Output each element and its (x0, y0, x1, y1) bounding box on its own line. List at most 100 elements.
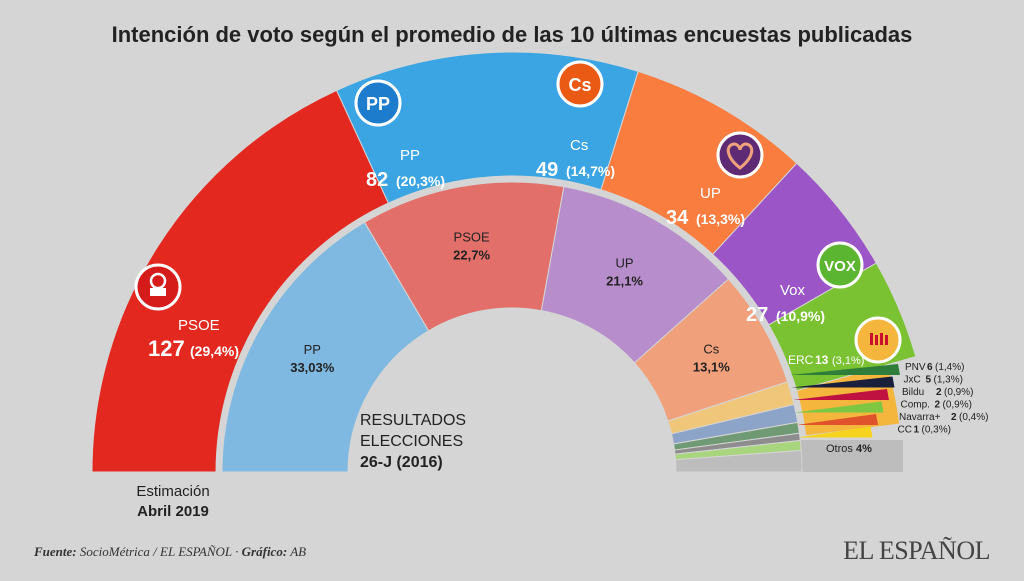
label-up-name: UP (700, 185, 721, 202)
label-cs-name: Cs (570, 137, 588, 154)
label-up-pct: (13,3%) (696, 211, 745, 227)
segment-psoe (91, 89, 390, 473)
up-logo-icon (716, 131, 764, 179)
brand-logo: EL ESPAÑOL (843, 536, 990, 565)
label-2016-pp-pct: 33,03% (290, 360, 335, 375)
label-comp-pct: (0,9%) (943, 400, 972, 411)
psoe-fist-icon (150, 288, 166, 296)
label-erc-name: ERC (788, 353, 814, 367)
vox-logo-icon: VOX (816, 241, 864, 289)
erc-bar-icon (880, 333, 883, 345)
label-psoe-name: PSOE (178, 317, 220, 334)
label-2016-up-pct: 21,1% (606, 273, 643, 288)
estimate-caption-line2: Abril 2019 (137, 503, 209, 520)
label-vox-pct: (10,9%) (776, 308, 825, 324)
label-2016-cs-name: Cs (703, 341, 719, 356)
footer-source-text: SocioMétrica / EL ESPAÑOL (79, 544, 232, 559)
label-jxc-seats: 5 (926, 375, 932, 386)
segment-cc (797, 426, 873, 438)
psoe-logo-icon (134, 263, 182, 311)
label-bildu-pct: (0,9%) (944, 387, 973, 398)
segment-comp (794, 401, 884, 413)
label-erc-seats: 13 (815, 353, 829, 367)
label-cs: Cs 49 (14,7%) (536, 137, 615, 181)
up-logo-icon-circle (716, 131, 764, 179)
label-comp-name: Comp. (901, 400, 930, 411)
label-cc-pct: (0,3%) (922, 425, 951, 436)
footer-separator: · (235, 544, 239, 559)
label-cc: CC 1 (0,3%) (898, 425, 951, 436)
label-psoe: PSOE 127 (29,4%) (148, 317, 239, 361)
estimate-caption-line1: Estimación (136, 483, 210, 500)
label-erc-pct: (3,1%) (832, 355, 864, 367)
label-jxc-name: JxC (904, 375, 921, 386)
footer-source-label: Fuente: (34, 544, 77, 559)
label-pnv-seats: 6 (927, 362, 933, 373)
label-2016-up: UP 21,1% (606, 255, 643, 288)
label-2016-pp: PP 33,03% (290, 342, 335, 375)
label-navarra-pct: (0,4%) (959, 412, 988, 423)
label-erc: ERC 13 (3,1%) (788, 353, 864, 367)
vox-logo-icon-circle (816, 241, 864, 289)
label-cc-name: CC (898, 425, 912, 436)
label-2016-psoe-name: PSOE (454, 230, 490, 245)
label-pnv: PNV 6 (1,4%) (905, 362, 964, 373)
label-psoe-seats: 127 (148, 336, 185, 361)
label-otros-pct: 4% (856, 443, 872, 455)
vox-logo-text: VOX (824, 258, 856, 275)
erc-bar-icon (885, 335, 888, 345)
segment-otros (795, 440, 903, 472)
label-vox-name: Vox (780, 282, 806, 299)
label-pnv-pct: (1,4%) (935, 362, 964, 373)
label-navarra-name: Navarra+ (899, 412, 941, 423)
label-psoe-pct: (29,4%) (190, 343, 239, 359)
erc-logo-icon (854, 316, 902, 364)
segment-2016-pp (221, 221, 430, 473)
label-pnv-name: PNV (905, 362, 926, 373)
segment-2016-otros (675, 449, 803, 473)
cs-logo-icon: Cs (556, 60, 604, 108)
segment-bildu (793, 389, 889, 400)
segment-jxc (791, 376, 895, 388)
cs-logo-text: Cs (568, 75, 591, 95)
erc-bar-icon (875, 335, 878, 345)
footer-graphic-text: AB (290, 544, 307, 559)
segment-pnv (790, 364, 900, 375)
label-2016-cs: Cs 13,1% (693, 341, 730, 374)
label-pp-pct: (20,3%) (396, 173, 445, 189)
label-bildu-seats: 2 (936, 387, 942, 398)
pp-logo-text: PP (366, 94, 390, 114)
label-bildu-name: Bildu (902, 387, 924, 398)
label-comp-seats: 2 (935, 400, 941, 411)
label-jxc-pct: (1,3%) (934, 375, 963, 386)
label-navarra: Navarra+ 2 (0,4%) (899, 412, 988, 423)
label-2016-cs-pct: 13,1% (693, 359, 730, 374)
segment-navarra (796, 414, 878, 425)
label-cs-pct: (14,7%) (566, 163, 615, 179)
chart-title: Intención de voto según el promedio de l… (111, 22, 913, 47)
pp-logo-icon: PP (354, 79, 402, 127)
label-otros-name: Otros (826, 443, 853, 455)
label-cs-seats: 49 (536, 159, 558, 181)
label-2016-pp-name: PP (304, 342, 321, 357)
label-comp: Comp. 2 (0,9%) (901, 400, 972, 411)
results-caption: RESULTADOS ELECCIONES 26-J (2016) (360, 410, 466, 473)
results-caption-line1: RESULTADOS (360, 412, 467, 429)
label-cc-seats: 1 (914, 425, 920, 436)
results-caption-line3: 26-J (2016) (360, 454, 443, 471)
erc-bar-icon (870, 333, 873, 345)
label-2016-psoe: PSOE 22,7% (453, 230, 490, 263)
footer-graphic-label: Gráfico: (241, 544, 288, 559)
footer-source: Fuente: SocioMétrica / EL ESPAÑOL · Gráf… (34, 544, 306, 560)
label-bildu: Bildu 2 (0,9%) (902, 387, 973, 398)
up-heart-icon (726, 142, 754, 170)
label-vox: Vox 27 (10,9%) (746, 282, 825, 326)
label-up: UP 34 (13,3%) (666, 185, 745, 229)
label-pp-seats: 82 (366, 169, 388, 191)
label-otros: Otros 4% (826, 443, 872, 455)
label-2016-psoe-pct: 22,7% (453, 248, 490, 263)
label-jxc: JxC 5 (1,3%) (904, 375, 963, 386)
label-vox-seats: 27 (746, 304, 768, 326)
cs-logo-icon-circle (556, 60, 604, 108)
